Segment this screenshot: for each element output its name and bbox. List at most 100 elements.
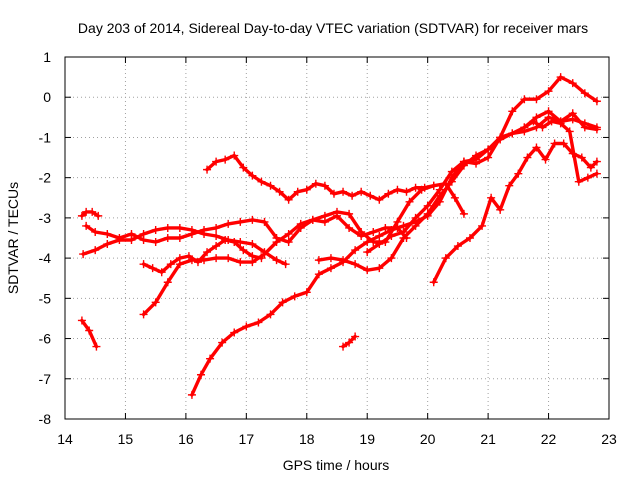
data-point — [272, 238, 281, 247]
data-point — [203, 165, 212, 174]
data-point — [565, 127, 574, 136]
data-point — [221, 155, 230, 164]
data-point — [266, 310, 275, 319]
data-point — [505, 181, 514, 190]
data-point — [163, 234, 172, 242]
data-point — [472, 151, 481, 160]
y-tick-label: -3 — [39, 210, 52, 226]
data-point — [187, 229, 196, 238]
data-point — [326, 264, 335, 273]
data-point — [450, 193, 459, 202]
data-point — [381, 223, 390, 232]
data-point — [387, 254, 396, 263]
data-point — [423, 209, 432, 218]
series-line — [522, 119, 599, 184]
data-point — [556, 119, 565, 128]
x-tick-label: 23 — [601, 431, 617, 447]
data-point — [88, 207, 97, 216]
y-tick-label: -8 — [39, 411, 52, 427]
data-point — [369, 227, 378, 236]
x-tick-label: 21 — [480, 431, 496, 447]
data-point — [478, 221, 487, 230]
data-point — [230, 238, 239, 247]
y-tick-label: -6 — [39, 331, 52, 347]
data-point — [230, 328, 239, 337]
data-point — [94, 211, 103, 220]
x-tick-label: 14 — [57, 431, 73, 447]
data-point — [447, 177, 456, 186]
data-point — [260, 217, 269, 226]
data-point — [314, 270, 323, 279]
data-point — [326, 254, 335, 263]
data-point — [544, 107, 553, 116]
x-tick-label: 22 — [541, 431, 557, 447]
data-point — [151, 238, 160, 247]
series-arc-6 — [139, 236, 266, 277]
data-point — [411, 221, 420, 230]
data-point — [212, 223, 221, 232]
data-point — [77, 316, 86, 325]
data-point — [248, 240, 257, 249]
data-point — [592, 157, 601, 166]
data-point — [363, 248, 372, 257]
data-point — [375, 264, 384, 273]
data-point — [293, 187, 302, 196]
data-point — [257, 254, 266, 263]
data-point — [577, 153, 586, 162]
data-point — [487, 193, 496, 202]
data-point — [333, 207, 341, 216]
y-tick-label: -7 — [39, 371, 52, 387]
data-point — [532, 143, 541, 152]
data-point — [197, 370, 205, 379]
data-point — [206, 354, 215, 363]
plot-frame — [64, 56, 610, 420]
data-point — [260, 250, 269, 259]
data-point — [290, 292, 299, 301]
data-point — [580, 89, 589, 98]
grid — [65, 57, 609, 419]
data-point — [284, 238, 293, 247]
data-point — [275, 187, 284, 196]
data-point — [103, 240, 112, 249]
data-point — [148, 264, 157, 273]
data-point — [329, 189, 338, 198]
data-point — [411, 183, 420, 192]
data-point — [248, 171, 257, 180]
data-point — [212, 242, 221, 251]
y-axis-label: SDTVAR / TECUs — [5, 182, 21, 294]
data-point — [175, 254, 184, 263]
x-axis: 14 15 16 17 18 19 20 21 22 23 — [57, 57, 617, 447]
data-point — [348, 191, 357, 200]
data-point — [538, 123, 547, 132]
data-point — [532, 95, 541, 104]
data-point — [175, 223, 184, 232]
data-point — [523, 153, 532, 162]
series-arc-7 — [187, 113, 601, 399]
series-line — [141, 238, 264, 274]
data-point — [163, 223, 172, 232]
data-point — [193, 258, 202, 267]
data-point — [103, 229, 112, 238]
data-point — [375, 195, 384, 204]
data-point — [82, 221, 91, 230]
data-point — [529, 117, 538, 126]
y-tick-label: 1 — [43, 49, 51, 65]
data-point — [139, 310, 148, 319]
data-point — [91, 227, 100, 236]
x-tick-label: 20 — [420, 431, 436, 447]
data-point — [592, 125, 601, 134]
x-axis-label: GPS time / hours — [283, 457, 390, 473]
data-point — [532, 113, 541, 122]
data-point — [115, 234, 124, 242]
data-point — [447, 167, 456, 176]
data-point — [151, 225, 160, 234]
data-point — [393, 185, 402, 194]
data-point — [568, 79, 577, 88]
y-axis: 1 0 -1 -2 -3 -4 -5 -6 -7 -8 — [39, 49, 609, 427]
data-point — [278, 298, 287, 307]
data-point — [281, 260, 290, 269]
data-point — [203, 248, 212, 257]
data-point — [435, 185, 444, 194]
data-point — [484, 145, 493, 154]
